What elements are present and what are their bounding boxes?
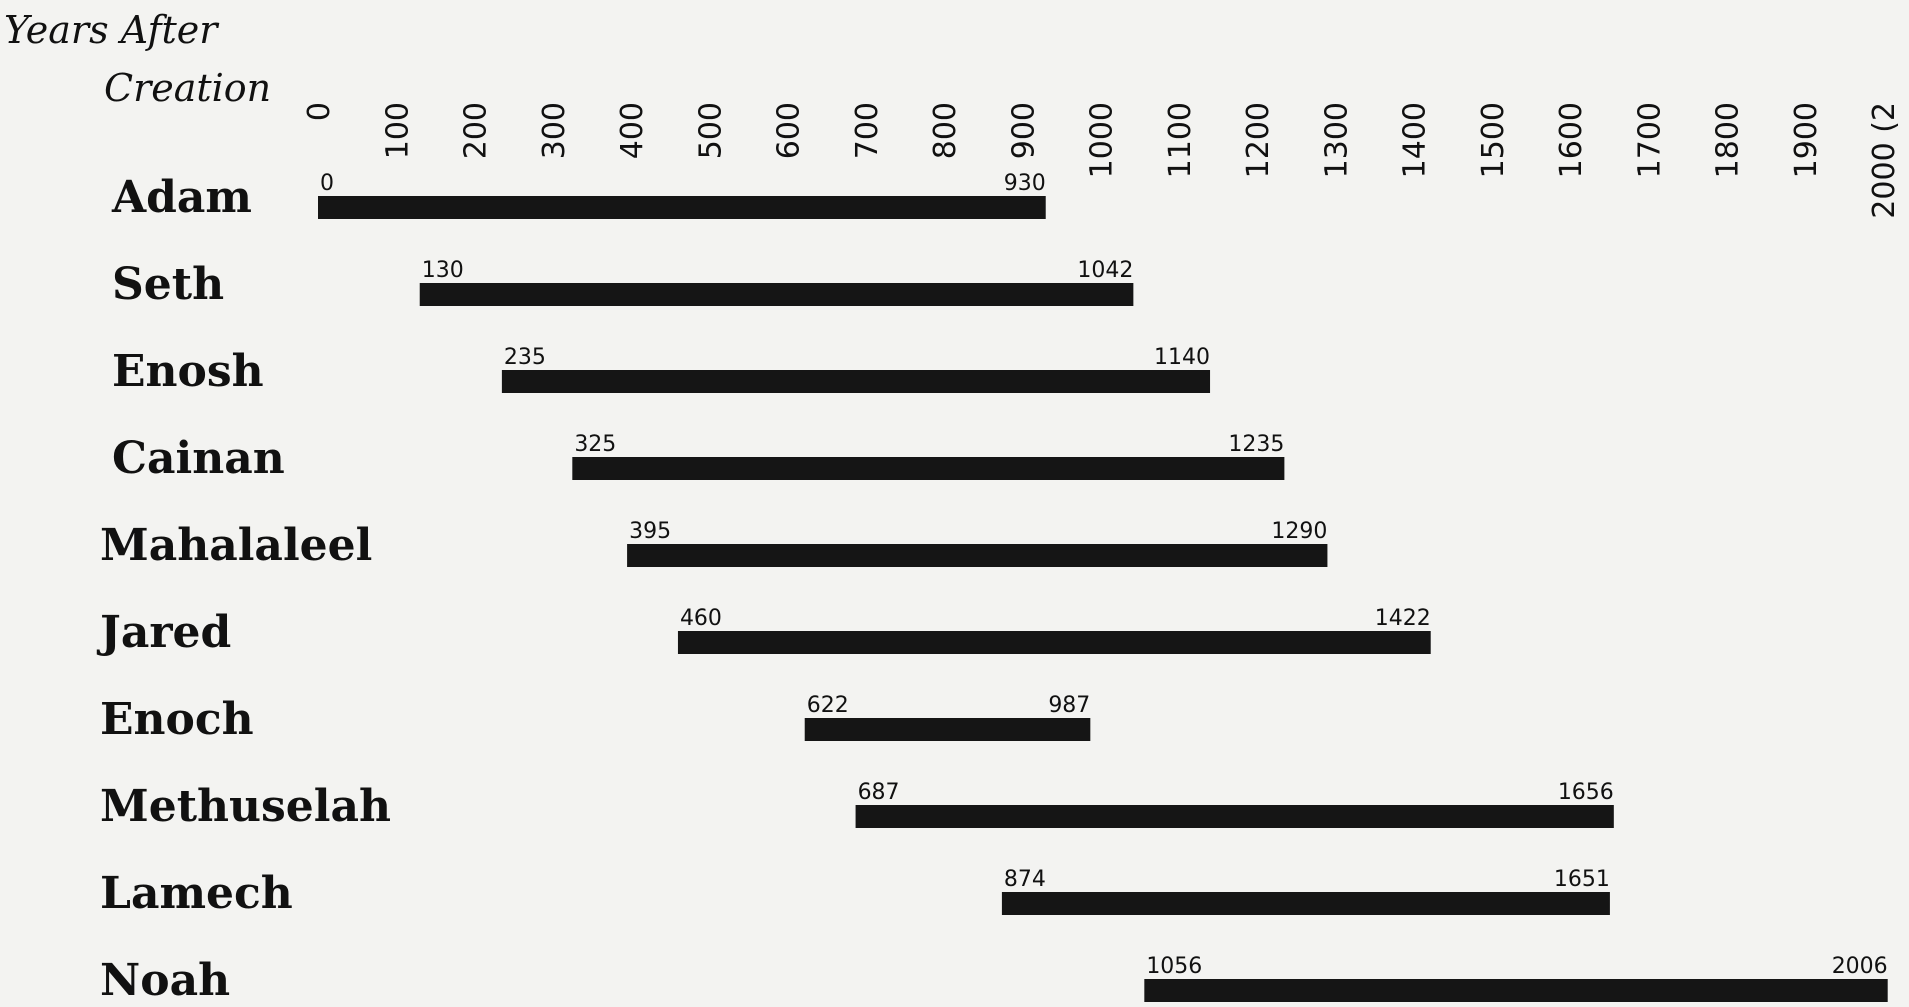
x-tick-label: 1600 [1554, 102, 1589, 178]
lifespan-row: Seth 130 1042 [112, 258, 1134, 310]
x-tick-label: 500 [693, 102, 728, 159]
lifespan-rows: Adam 0 930 Seth 130 1042 Enosh 235 1140 Cainan 325… [96, 171, 1888, 1006]
lifespan-row: Cainan 325 1235 [112, 432, 1285, 484]
end-year-label: 2006 [1832, 954, 1888, 979]
x-tick-label: 1000 [1085, 102, 1120, 178]
lifespan-bar [572, 457, 1285, 480]
end-year-label: 1422 [1375, 606, 1431, 631]
lifespan-bar [804, 718, 1091, 741]
x-tick-label: 1200 [1241, 102, 1276, 178]
end-year-label: 1656 [1558, 780, 1614, 805]
end-year-label: 1651 [1554, 867, 1610, 892]
row-name-label: Noah [100, 955, 230, 1006]
x-tick-label: 200 [459, 102, 494, 159]
start-year-label: 0 [320, 171, 334, 196]
start-year-label: 687 [858, 780, 900, 805]
axis-title-line-2: Creation [104, 66, 271, 110]
x-tick-label: 1700 [1632, 102, 1667, 178]
lifespan-bar [501, 370, 1211, 393]
x-tick-label: 1900 [1789, 102, 1824, 178]
row-name-label: Enosh [112, 346, 264, 397]
lifespan-bar [677, 631, 1431, 654]
start-year-label: 235 [504, 345, 546, 370]
x-tick-label: 100 [380, 102, 415, 159]
row-name-label: Enoch [100, 694, 254, 745]
row-name-label: Seth [112, 259, 224, 310]
x-tick-label: 600 [772, 102, 807, 159]
lifespan-row: Mahalaleel 395 1290 [100, 519, 1328, 571]
row-name-label: Jared [96, 607, 231, 658]
lifespan-bar [1001, 892, 1610, 915]
x-tick-label: 1500 [1476, 102, 1511, 178]
start-year-label: 130 [422, 258, 464, 283]
row-name-label: Cainan [112, 433, 285, 484]
lifespan-row: Enoch 622 987 [100, 693, 1091, 745]
lifespan-row: Noah 1056 2006 [100, 954, 1888, 1006]
x-tick-label: 400 [615, 102, 650, 159]
axis-title-line-1: Years After [4, 8, 220, 52]
x-tick-label: 800 [928, 102, 963, 159]
end-year-label: 987 [1048, 693, 1090, 718]
lifespan-bar [318, 196, 1046, 219]
x-tick-label: 0 [302, 102, 337, 121]
end-year-label: 930 [1004, 171, 1046, 196]
end-year-label: 1290 [1271, 519, 1327, 544]
lifespan-row: Enosh 235 1140 [112, 345, 1211, 397]
x-tick-label: 1800 [1711, 102, 1746, 178]
x-tick-label: 1400 [1398, 102, 1433, 178]
start-year-label: 325 [574, 432, 616, 457]
start-year-label: 1056 [1146, 954, 1202, 979]
row-name-label: Adam [111, 172, 252, 223]
x-axis-ticks: 0 100 200 300 400 500 600 700 800 900 1000 1100 1200… [302, 102, 1902, 219]
x-tick-label: 900 [1006, 102, 1041, 159]
row-name-label: Mahalaleel [100, 520, 372, 571]
lifespan-bar [855, 805, 1614, 828]
lifespan-bar [419, 283, 1134, 306]
start-year-label: 460 [680, 606, 722, 631]
x-tick-label: 700 [850, 102, 885, 159]
end-year-label: 1140 [1154, 345, 1210, 370]
lifespan-row: Methuselah 687 1656 [100, 780, 1614, 832]
x-tick-label: 1100 [1163, 102, 1198, 178]
start-year-label: 874 [1004, 867, 1046, 892]
row-name-label: Lamech [100, 868, 293, 919]
x-tick-label: 2000 (2 [1867, 102, 1902, 219]
start-year-label: 622 [807, 693, 849, 718]
end-year-label: 1042 [1077, 258, 1133, 283]
lifespan-row: Lamech 874 1651 [100, 867, 1610, 919]
end-year-label: 1235 [1228, 432, 1284, 457]
start-year-label: 395 [629, 519, 671, 544]
x-tick-label: 300 [537, 102, 572, 159]
row-name-label: Methuselah [100, 781, 391, 832]
lifespan-row: Jared 460 1422 [96, 606, 1431, 658]
x-tick-label: 1300 [1319, 102, 1354, 178]
lifespan-bar [627, 544, 1328, 567]
lifespan-bar [1144, 979, 1888, 1002]
lifespan-row: Adam 0 930 [111, 171, 1046, 223]
